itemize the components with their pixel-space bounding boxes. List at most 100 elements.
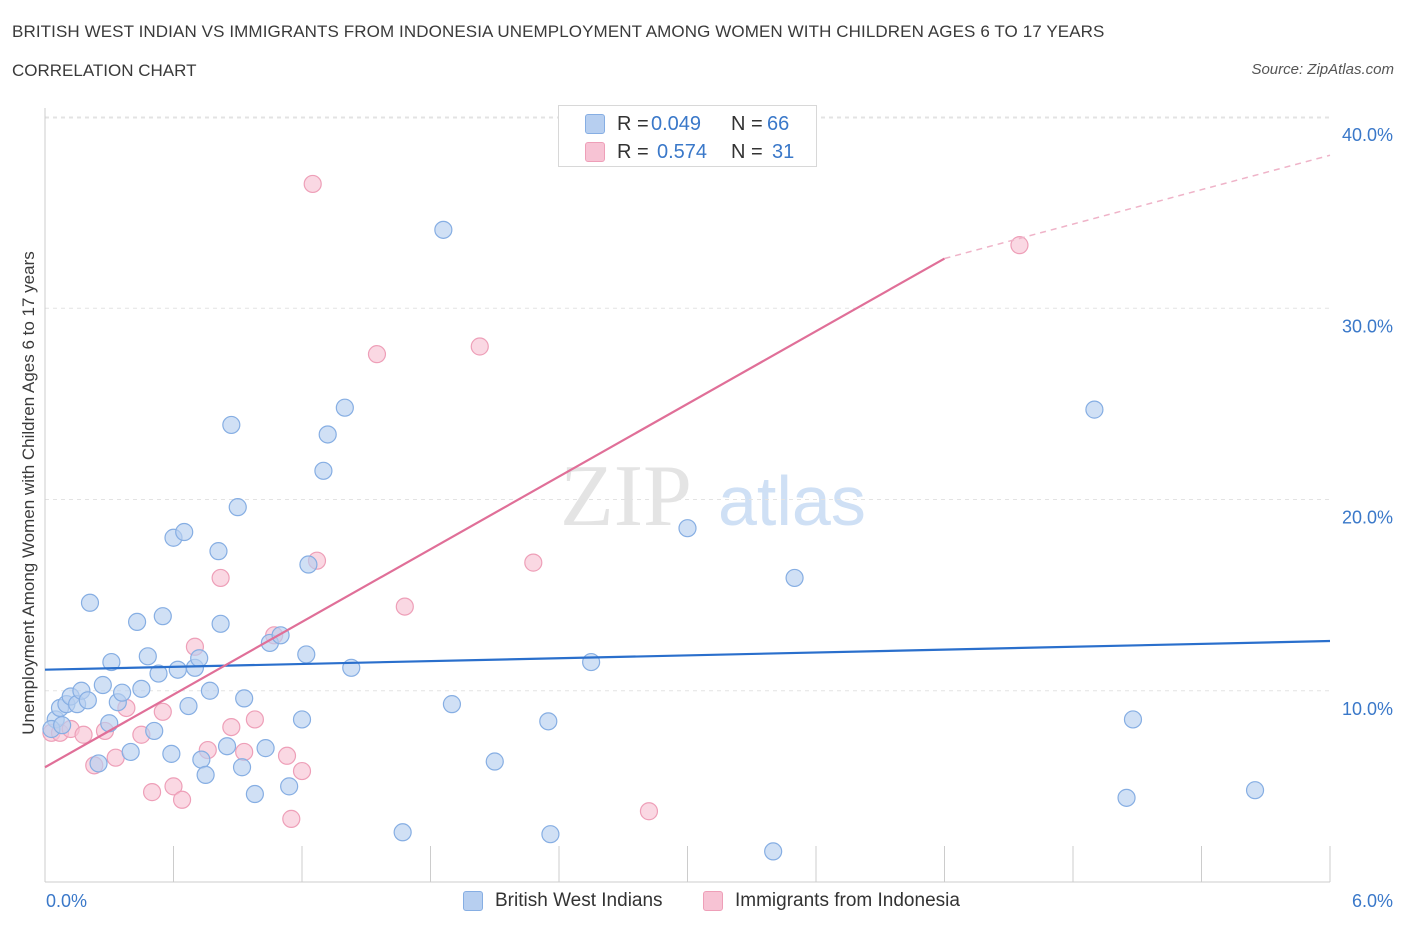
stats-n-value: 31	[772, 141, 795, 163]
data-point-bwi	[314, 461, 333, 480]
data-point-bwi	[222, 415, 241, 435]
data-point-bwi	[582, 652, 601, 672]
data-point-bwi	[192, 750, 211, 769]
data-point-bwi	[1117, 788, 1136, 807]
data-point-bwi	[149, 664, 168, 683]
data-point-bwi	[138, 647, 157, 666]
stats-box: R = 0.049 N = 66 R = 0.574 N = 31	[558, 105, 817, 167]
data-point-bwi	[318, 425, 337, 444]
trend-lines	[44, 154, 1331, 769]
chart-title: BRITISH WEST INDIAN VS IMMIGRANTS FROM I…	[12, 22, 1105, 41]
stats-r-label: R =	[617, 141, 649, 163]
data-point-indonesia	[292, 761, 312, 781]
stats-swatch-bwi	[585, 114, 605, 134]
data-point-bwi	[168, 660, 187, 679]
data-point-bwi	[145, 721, 164, 741]
data-point-bwi	[280, 777, 299, 796]
data-point-bwi	[245, 784, 264, 804]
data-point-indonesia	[142, 783, 162, 802]
stats-swatch-indonesia	[585, 142, 605, 162]
data-point-bwi	[89, 754, 108, 773]
data-point-indonesia	[524, 553, 543, 572]
data-point-indonesia	[395, 597, 414, 616]
data-point-bwi	[78, 691, 97, 710]
data-point-bwi	[132, 679, 151, 698]
data-point-indonesia	[153, 702, 172, 721]
data-point-indonesia	[164, 777, 183, 796]
y-tick-label: 20.0%	[1342, 508, 1393, 528]
stats-n-label: N =	[731, 113, 763, 135]
data-point-indonesia	[639, 802, 659, 821]
data-point-bwi	[678, 519, 697, 538]
data-point-bwi	[485, 752, 504, 771]
data-point-bwi	[764, 842, 783, 861]
data-point-bwi	[539, 712, 558, 731]
trend-line-bwi	[44, 639, 1331, 671]
legend-label-bwi: British West Indians	[495, 890, 663, 911]
data-point-bwi	[232, 758, 252, 777]
data-point-bwi	[235, 689, 254, 708]
data-point-bwi	[1245, 781, 1265, 800]
data-point-bwi	[785, 568, 804, 588]
data-point-bwi	[80, 593, 100, 612]
data-point-bwi	[1085, 400, 1104, 419]
data-point-bwi	[162, 744, 181, 763]
stats-n-label: N =	[731, 141, 763, 163]
data-point-bwi	[335, 398, 354, 417]
data-point-indonesia	[470, 337, 489, 356]
data-point-bwi	[211, 614, 230, 633]
data-point-indonesia	[277, 746, 297, 765]
data-point-bwi	[209, 542, 228, 561]
watermark-atlas: atlas	[718, 462, 866, 540]
data-point-indonesia	[211, 568, 230, 588]
legend-swatch-indonesia	[703, 891, 723, 911]
data-point-bwi	[271, 626, 290, 645]
data-point-bwi	[393, 823, 412, 842]
data-point-bwi	[190, 649, 209, 668]
tick-labels: 10.0% 20.0% 30.0% 40.0% 0.0% 6.0%	[46, 125, 1393, 911]
data-point-bwi	[102, 652, 121, 672]
data-point-bwi	[217, 737, 237, 756]
data-point-indonesia	[222, 717, 241, 737]
data-point-indonesia	[282, 809, 301, 828]
axes	[44, 108, 1331, 883]
data-point-bwi	[93, 675, 112, 695]
data-point-bwi	[175, 522, 194, 542]
data-point-indonesia	[367, 345, 387, 364]
stats-n-value: 66	[767, 113, 790, 135]
data-point-bwi	[200, 681, 220, 700]
y-tick-label: 10.0%	[1342, 699, 1393, 719]
data-point-bwi	[153, 607, 172, 626]
x-tick-label-max: 6.0%	[1352, 891, 1393, 911]
data-point-bwi	[297, 645, 316, 664]
data-point-bwi	[292, 710, 312, 729]
x-tick-label-min: 0.0%	[46, 891, 87, 911]
data-point-bwi	[256, 739, 275, 758]
data-point-bwi	[541, 825, 560, 844]
data-point-bwi	[442, 695, 462, 714]
data-point-indonesia	[235, 742, 254, 762]
stats-r-value: 0.574	[657, 141, 708, 163]
trend-line-indonesia-extension	[944, 154, 1331, 260]
watermark-zip: ZIP	[560, 448, 692, 545]
data-point-indonesia	[74, 725, 93, 744]
data-point-bwi	[1123, 710, 1143, 729]
chart-subtitle: CORRELATION CHART	[12, 61, 197, 80]
source-credit: Source: ZipAtlas.com	[1251, 61, 1394, 78]
data-point-bwi	[121, 742, 140, 762]
data-point-indonesia	[303, 174, 322, 194]
series-bwi-points	[42, 220, 1265, 861]
data-point-indonesia	[245, 710, 264, 729]
data-point-indonesia	[1010, 236, 1029, 255]
legend-swatch-bwi	[463, 891, 483, 911]
legend-label-indonesia: Immigrants from Indonesia	[735, 890, 960, 911]
y-tick-label: 30.0%	[1342, 316, 1393, 336]
data-point-bwi	[127, 612, 147, 632]
data-point-bwi	[100, 714, 119, 733]
stats-r-value: 0.049	[651, 113, 702, 135]
data-point-bwi	[434, 220, 453, 239]
data-point-indonesia	[172, 790, 192, 809]
stats-r-label: R =	[617, 113, 649, 135]
series-indonesia-points	[42, 174, 1029, 828]
data-point-bwi	[228, 498, 247, 517]
